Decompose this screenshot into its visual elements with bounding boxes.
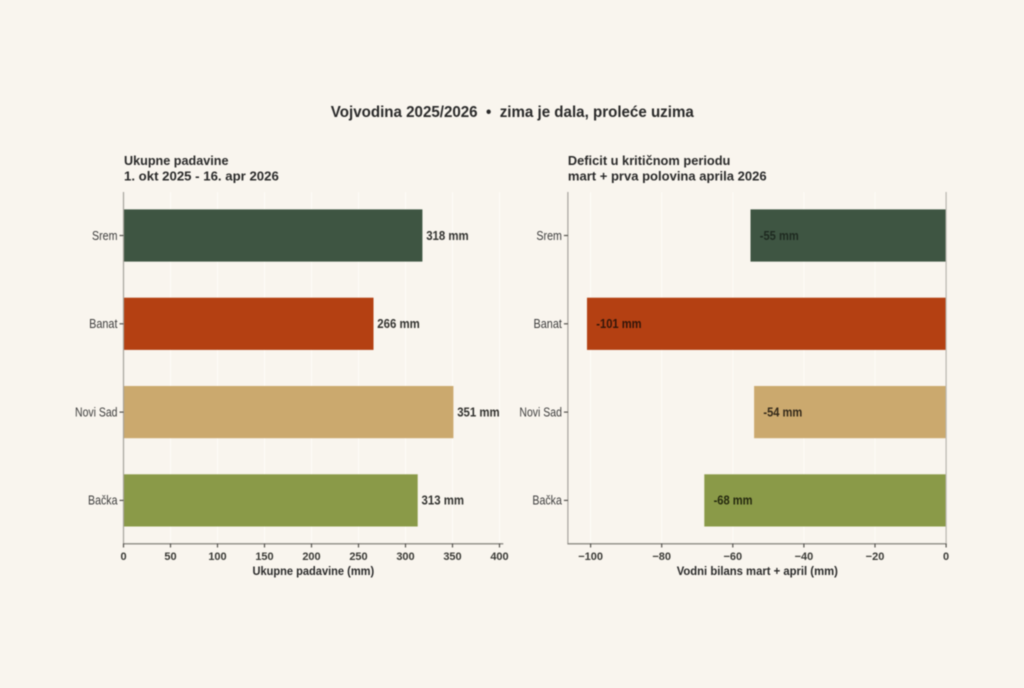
- svg-text:0: 0: [943, 551, 949, 563]
- svg-text:-55 mm: -55 mm: [760, 228, 799, 243]
- svg-text:50: 50: [164, 551, 176, 563]
- svg-text:Deficit u kritičnom periodu: Deficit u kritičnom periodu: [568, 153, 731, 168]
- svg-text:Ukupne padavine: Ukupne padavine: [124, 153, 229, 168]
- svg-text:−60: −60: [723, 551, 742, 563]
- svg-text:318 mm: 318 mm: [426, 228, 469, 243]
- svg-text:200: 200: [302, 551, 320, 563]
- svg-text:400: 400: [490, 551, 508, 563]
- svg-text:100: 100: [208, 551, 226, 563]
- svg-text:Vojvodina 2025/2026 • zima j: Vojvodina 2025/2026 • zima je dala, prol…: [331, 104, 694, 121]
- svg-text:350: 350: [443, 551, 461, 563]
- svg-text:-68 mm: -68 mm: [714, 493, 753, 508]
- svg-text:313 mm: 313 mm: [422, 493, 465, 508]
- svg-text:266 mm: 266 mm: [377, 316, 420, 331]
- svg-text:250: 250: [349, 551, 367, 563]
- svg-text:-101 mm: -101 mm: [596, 316, 641, 331]
- svg-text:Bačka: Bačka: [88, 493, 118, 508]
- svg-text:Srem: Srem: [536, 228, 562, 243]
- svg-text:Banat: Banat: [89, 316, 118, 331]
- svg-text:Vodni bilans mart + april (mm): Vodni bilans mart + april (mm): [677, 564, 838, 578]
- svg-text:351 mm: 351 mm: [457, 404, 500, 419]
- svg-text:−100: −100: [578, 551, 603, 563]
- svg-text:-54 mm: -54 mm: [763, 404, 802, 419]
- svg-text:1. okt 2025 - 16. apr 2026: 1. okt 2025 - 16. apr 2026: [124, 169, 279, 184]
- svg-text:mart + prva polovina aprila 20: mart + prva polovina aprila 2026: [568, 169, 767, 184]
- svg-text:Bačka: Bačka: [532, 493, 562, 508]
- svg-text:Novi Sad: Novi Sad: [519, 404, 562, 419]
- svg-text:−20: −20: [866, 551, 885, 563]
- svg-text:Srem: Srem: [92, 228, 118, 243]
- svg-text:150: 150: [255, 551, 273, 563]
- svg-text:−80: −80: [652, 551, 671, 563]
- svg-text:Banat: Banat: [534, 316, 563, 331]
- svg-text:300: 300: [396, 551, 414, 563]
- svg-text:Ukupne padavine (mm): Ukupne padavine (mm): [253, 564, 375, 578]
- svg-text:Novi Sad: Novi Sad: [75, 404, 118, 419]
- svg-text:−40: −40: [795, 551, 814, 563]
- svg-text:0: 0: [120, 551, 126, 563]
